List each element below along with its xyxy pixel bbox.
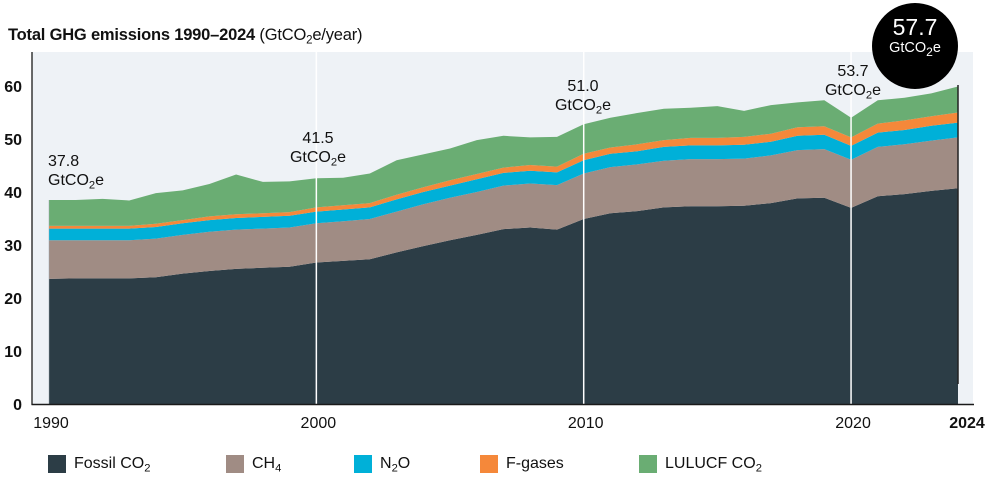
annotation-2020-value: 53.7 bbox=[837, 63, 869, 80]
annotation-2000: 41.5 GtCO2e bbox=[289, 129, 347, 169]
legend-label: F-gases bbox=[506, 455, 564, 472]
annotation-2024-value: 57.7 bbox=[892, 14, 938, 40]
legend-item-n2o: N2O bbox=[354, 455, 411, 475]
y-tick-label-40: 40 bbox=[4, 185, 22, 202]
legend-item-ch4: CH4 bbox=[226, 455, 282, 475]
legend-swatch bbox=[639, 455, 657, 473]
x-tick-label-1990: 1990 bbox=[33, 415, 69, 432]
y-tick-label-50: 50 bbox=[4, 132, 22, 149]
legend-label: LULUCF CO2 bbox=[665, 455, 762, 475]
legend-swatch bbox=[226, 455, 244, 473]
annotation-2024-bubble: 57.7 GtCO2e bbox=[872, 3, 958, 89]
annotation-2000-unit: GtCO2e bbox=[289, 149, 347, 169]
legend-swatch bbox=[354, 455, 372, 473]
area-fossil-co2 bbox=[49, 188, 958, 404]
annotation-2010: 51.0 GtCO2e bbox=[554, 77, 612, 117]
annotation-2020-unit: GtCO2e bbox=[824, 82, 882, 102]
legend-label: Fossil CO2 bbox=[74, 455, 151, 475]
annotation-1990-unit: GtCO2e bbox=[48, 172, 105, 192]
y-tick-label-10: 10 bbox=[4, 344, 22, 361]
y-tick-label-20: 20 bbox=[4, 291, 22, 308]
chart-title: Total GHG emissions 1990–2024 (GtCO2e/ye… bbox=[8, 26, 363, 47]
x-tick-label-2024: 2024 bbox=[949, 415, 985, 432]
area-f-gases bbox=[49, 112, 958, 229]
y-tick-label-30: 30 bbox=[4, 238, 22, 255]
y-tick-label-0: 0 bbox=[13, 397, 22, 414]
x-tick-label-2000: 2000 bbox=[301, 415, 337, 432]
area-ch4 bbox=[49, 137, 958, 279]
area-n2o bbox=[49, 122, 958, 241]
legend-label: N2O bbox=[380, 455, 411, 475]
chart-title-unit: (GtCO2e/year) bbox=[259, 26, 363, 47]
annotation-1990: 37.8 GtCO2e bbox=[48, 152, 105, 192]
annotation-2010-unit: GtCO2e bbox=[554, 97, 612, 117]
legend-swatch bbox=[480, 455, 498, 473]
y-tick-label-60: 60 bbox=[4, 79, 22, 96]
x-tick-label-2020: 2020 bbox=[835, 415, 871, 432]
legend-label: CH4 bbox=[252, 455, 282, 475]
legend-swatch bbox=[48, 455, 66, 473]
legend-item-lulucf-co2: LULUCF CO2 bbox=[639, 455, 762, 475]
annotation-1990-value: 37.8 bbox=[48, 153, 80, 170]
legend-item-fossil-co2: Fossil CO2 bbox=[48, 455, 151, 475]
annotation-2020: 53.7 GtCO2e bbox=[824, 62, 882, 102]
legend-item-f-gases: F-gases bbox=[480, 455, 564, 473]
x-tick-label-2010: 2010 bbox=[568, 415, 604, 432]
annotation-2000-value: 41.5 bbox=[302, 130, 334, 147]
chart-title-main: Total GHG emissions 1990–2024 bbox=[8, 26, 256, 44]
annotation-2024-unit: GtCO2e bbox=[889, 40, 941, 59]
area-lulucf-co2 bbox=[49, 86, 958, 226]
annotation-2010-value: 51.0 bbox=[567, 78, 599, 95]
